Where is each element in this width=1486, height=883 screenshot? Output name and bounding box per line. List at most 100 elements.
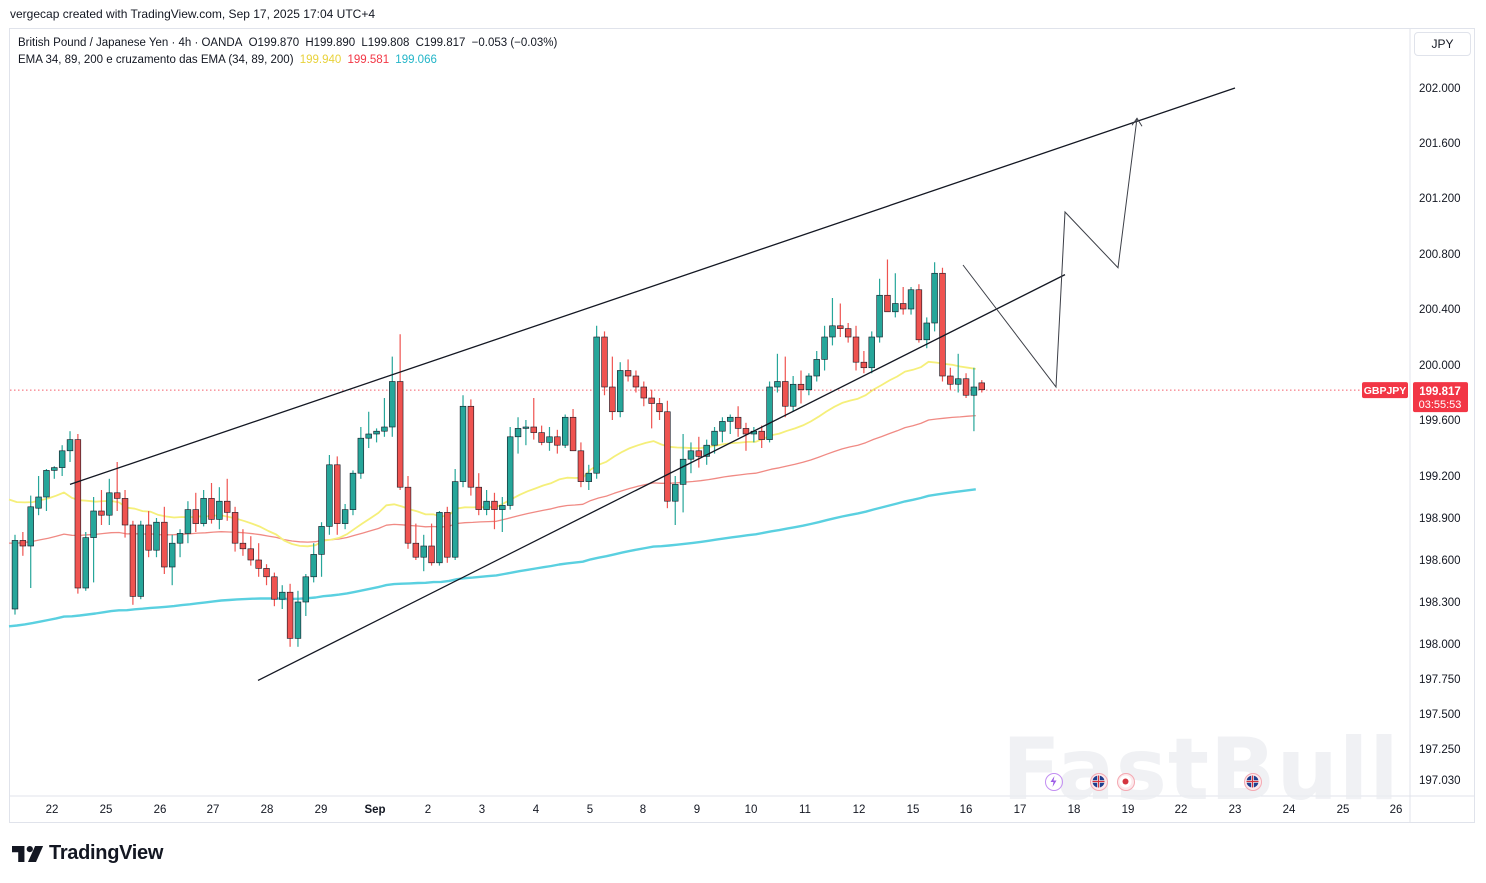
- candle-body[interactable]: [467, 405, 475, 488]
- candle-body[interactable]: [129, 524, 137, 597]
- candle-body[interactable]: [302, 576, 310, 603]
- currency-selector[interactable]: JPY: [1414, 32, 1471, 56]
- candle-body[interactable]: [837, 325, 844, 329]
- candle-body[interactable]: [978, 382, 985, 391]
- candle-body[interactable]: [184, 509, 192, 534]
- candle-body[interactable]: [789, 383, 797, 407]
- candle-body[interactable]: [318, 526, 325, 555]
- candle-body[interactable]: [734, 416, 742, 429]
- uk-flag-event-icon[interactable]: [1090, 773, 1108, 791]
- candle-body[interactable]: [538, 432, 545, 443]
- candle-body[interactable]: [813, 359, 820, 377]
- candle-body[interactable]: [310, 554, 317, 578]
- candle-body[interactable]: [145, 524, 152, 551]
- chart-frame[interactable]: [9, 28, 1475, 823]
- candle-body[interactable]: [224, 500, 231, 513]
- lower-channel-line[interactable]: [257, 274, 1066, 681]
- candle-body[interactable]: [679, 458, 687, 485]
- candle-body[interactable]: [58, 450, 66, 468]
- candle-body[interactable]: [66, 439, 74, 452]
- candle-body[interactable]: [884, 294, 891, 313]
- candle-body[interactable]: [294, 601, 302, 639]
- candle-body[interactable]: [774, 381, 781, 388]
- candle-body[interactable]: [554, 436, 561, 446]
- candle-body[interactable]: [923, 322, 930, 341]
- candle-body[interactable]: [962, 378, 970, 396]
- candle-body[interactable]: [609, 386, 616, 413]
- candle-body[interactable]: [51, 467, 58, 471]
- candle-body[interactable]: [161, 521, 168, 568]
- upper-channel-line[interactable]: [69, 87, 1236, 486]
- candle-body[interactable]: [74, 439, 82, 589]
- candle-body[interactable]: [412, 542, 420, 558]
- candle-body[interactable]: [176, 533, 184, 544]
- candle-body[interactable]: [561, 416, 569, 446]
- candle-body[interactable]: [695, 450, 703, 457]
- candle-body[interactable]: [436, 512, 443, 564]
- candle-body[interactable]: [664, 411, 671, 502]
- candle-body[interactable]: [569, 416, 577, 452]
- candle-body[interactable]: [19, 540, 27, 547]
- lightning-event-icon[interactable]: [1045, 773, 1063, 791]
- candle-body[interactable]: [797, 383, 805, 391]
- candle-body[interactable]: [491, 500, 498, 510]
- candle-body[interactable]: [121, 498, 129, 526]
- candle-body[interactable]: [821, 336, 828, 360]
- candle-body[interactable]: [876, 294, 883, 338]
- candle-body[interactable]: [640, 386, 648, 399]
- candle-body[interactable]: [208, 498, 215, 520]
- candle-body[interactable]: [868, 336, 875, 369]
- candle-body[interactable]: [373, 430, 380, 435]
- candle-body[interactable]: [247, 548, 254, 561]
- candle-body[interactable]: [326, 464, 333, 527]
- candle-body[interactable]: [444, 512, 451, 558]
- candle-body[interactable]: [939, 272, 946, 377]
- uk-flag-event-icon-2[interactable]: [1244, 773, 1262, 791]
- candle-body[interactable]: [200, 498, 207, 524]
- candle-body[interactable]: [255, 559, 262, 569]
- candle-body[interactable]: [286, 591, 294, 639]
- candle-body[interactable]: [915, 289, 923, 341]
- candle-body[interactable]: [585, 472, 592, 482]
- candle-body[interactable]: [459, 405, 467, 482]
- candle-body[interactable]: [365, 433, 372, 439]
- candle-body[interactable]: [334, 464, 341, 524]
- candle-body[interactable]: [852, 336, 860, 363]
- candle-body[interactable]: [672, 484, 679, 502]
- candle-body[interactable]: [805, 375, 813, 391]
- candle-body[interactable]: [514, 428, 522, 438]
- candle-body[interactable]: [711, 430, 718, 446]
- candle-body[interactable]: [389, 381, 396, 428]
- candle-body[interactable]: [546, 436, 553, 443]
- candle-body[interactable]: [169, 542, 176, 568]
- candle-body[interactable]: [506, 436, 514, 506]
- legend-instrument[interactable]: British Pound / Japanese Yen · 4h · OAND…: [18, 37, 243, 49]
- candle-body[interactable]: [106, 492, 113, 516]
- candle-body[interactable]: [420, 545, 427, 558]
- candle-body[interactable]: [483, 500, 490, 510]
- candle-body[interactable]: [113, 492, 121, 499]
- legend-indicator-name[interactable]: EMA 34, 89, 200 e cruzamento das EMA (34…: [18, 54, 294, 66]
- candle-body[interactable]: [742, 428, 750, 435]
- candle-body[interactable]: [844, 328, 852, 338]
- candle-body[interactable]: [263, 568, 270, 578]
- candle-body[interactable]: [766, 386, 773, 440]
- candle-body[interactable]: [954, 378, 962, 385]
- candle-body[interactable]: [530, 426, 537, 433]
- candle-body[interactable]: [758, 430, 765, 440]
- tradingview-logo[interactable]: TradingView: [12, 842, 163, 865]
- candle-body[interactable]: [271, 576, 278, 600]
- candle-body[interactable]: [648, 397, 655, 404]
- candle-body[interactable]: [947, 375, 954, 385]
- candle-body[interactable]: [727, 416, 734, 422]
- candle-body[interactable]: [404, 486, 412, 544]
- candle-body[interactable]: [381, 426, 388, 432]
- candle-body[interactable]: [522, 426, 530, 429]
- candle-body[interactable]: [192, 509, 199, 524]
- candle-body[interactable]: [90, 510, 97, 538]
- candle-body[interactable]: [656, 403, 663, 413]
- candle-body[interactable]: [719, 421, 726, 432]
- candle-body[interactable]: [341, 509, 349, 524]
- candle-body[interactable]: [931, 272, 938, 324]
